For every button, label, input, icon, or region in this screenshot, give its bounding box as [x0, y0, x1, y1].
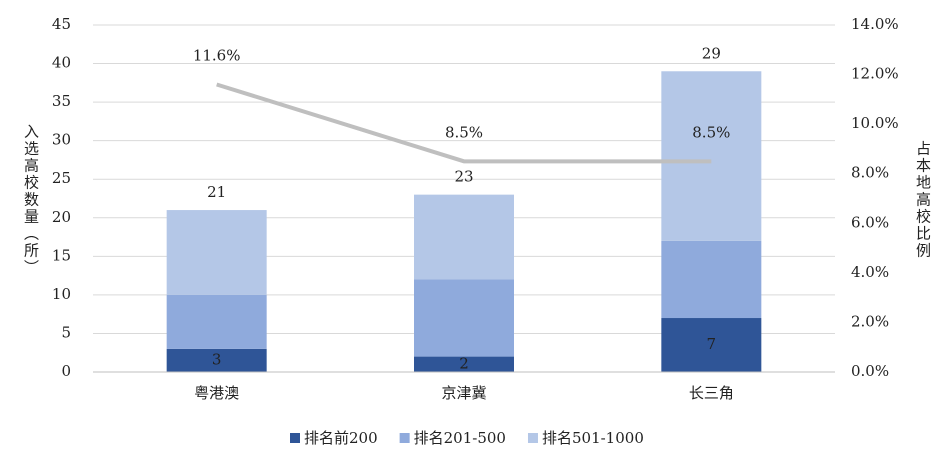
bar-segment [661, 318, 762, 372]
y-tick-label: 35 [52, 92, 71, 110]
total-label: 23 [454, 168, 473, 186]
y-tick-label: 0 [61, 362, 71, 380]
line-label: 8.5% [692, 123, 730, 141]
legend-swatch [399, 433, 410, 443]
legend-label: 排名501-1000 [542, 429, 644, 447]
legend-label: 排名201-500 [414, 429, 506, 447]
bar-segment [166, 348, 267, 372]
y2-tick-label: 12.0% [851, 65, 899, 83]
data-label: 2 [459, 354, 469, 372]
x-tick-label: 长三角 [689, 384, 734, 402]
data-label: 3 [212, 350, 222, 368]
bar-segment [414, 356, 514, 372]
y-tick-label: 30 [52, 131, 71, 149]
y-tick-label: 45 [52, 15, 71, 33]
y-tick-label: 10 [52, 285, 71, 303]
bar-segment [414, 194, 514, 280]
legend-swatch [290, 433, 300, 443]
bar-segment [414, 279, 514, 357]
line-series [216, 82, 712, 164]
y2-tick-label: 6.0% [851, 213, 889, 231]
y2-tick-label: 10.0% [851, 114, 899, 132]
y2-tick-label: 4.0% [851, 263, 889, 281]
y2-axis-label: 占本地高校比例 [914, 141, 932, 260]
y-axis-label: 入选高校数量（所） [22, 124, 40, 277]
total-label: 21 [207, 183, 226, 201]
total-label: 29 [702, 44, 721, 62]
bar-segment [166, 294, 267, 349]
legend-swatch [527, 433, 538, 443]
y-tick-label: 20 [52, 208, 71, 226]
y-tick-label: 40 [52, 54, 71, 72]
x-tick-label: 京津冀 [441, 384, 486, 402]
y2-tick-label: 14.0% [851, 15, 899, 33]
y2-tick-label: 0.0% [851, 362, 889, 380]
line-label: 11.6% [193, 46, 241, 64]
bar-segment [661, 71, 762, 241]
line-label: 8.5% [445, 123, 483, 141]
y2-tick-label: 8.0% [851, 164, 889, 182]
y-tick-label: 15 [52, 246, 71, 264]
y-tick-label: 25 [52, 169, 71, 187]
y-tick-label: 5 [61, 323, 71, 341]
bar-segment [166, 210, 267, 295]
y2-tick-label: 2.0% [851, 312, 889, 330]
data-label: 7 [707, 335, 717, 353]
bar-segment [661, 240, 762, 319]
x-tick-label: 粤港澳 [194, 384, 239, 402]
legend-label: 排名前200 [304, 429, 378, 447]
